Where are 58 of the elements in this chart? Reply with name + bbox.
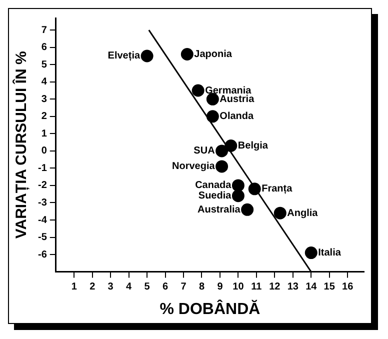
annotation: Olanda <box>220 111 254 122</box>
x-tick-label: 1 <box>71 282 78 293</box>
x-tick-label: 13 <box>287 282 299 293</box>
x-tick-label: 7 <box>180 282 187 293</box>
y-axis-title: VARIAȚIA CURSULUI ÎN % <box>12 51 30 239</box>
point <box>216 144 228 158</box>
x-tick-label: 9 <box>217 282 224 293</box>
x-tick-label: 8 <box>198 282 205 293</box>
y-tick-label: -3 <box>38 197 48 208</box>
x-axis-title: % DOBÂNDĂ <box>160 298 261 318</box>
y-tick-label: 4 <box>41 76 48 88</box>
y-tick-label: 0 <box>41 146 48 157</box>
y-tick-label: -2 <box>38 180 48 192</box>
y-tick-label: -6 <box>38 249 48 260</box>
x-tick-label: 3 <box>108 282 114 293</box>
annotation: Suedia <box>198 190 232 202</box>
x-tick-label: 11 <box>251 282 262 293</box>
y-tick-label: 1 <box>41 128 48 140</box>
y-tick-label: 3 <box>41 94 48 105</box>
x-tick-label: 16 <box>342 282 354 293</box>
point <box>180 48 194 61</box>
x-tick-label: 15 <box>324 282 336 293</box>
y-tick-label: 5 <box>41 59 48 70</box>
annotation: Italia <box>318 248 342 259</box>
annotation: Norvegia <box>172 161 216 172</box>
x-tick-label: 6 <box>162 282 168 293</box>
point <box>232 179 244 192</box>
y-tick-label: 2 <box>41 111 48 122</box>
point <box>192 84 204 97</box>
point <box>248 182 261 196</box>
annotation: Anglia <box>287 208 318 219</box>
annotation: Belgia <box>238 140 268 152</box>
x-tick-label: 10 <box>232 282 244 293</box>
point <box>241 203 254 216</box>
annotation: Australia <box>198 204 241 216</box>
annotation: Franța <box>262 184 293 195</box>
y-tick-label: -5 <box>38 232 48 244</box>
annotation: Canada <box>195 180 232 192</box>
y-tick-label: 6 <box>41 42 48 54</box>
x-tick-label: 14 <box>306 282 318 293</box>
point <box>274 206 286 220</box>
annotation: Austria <box>220 94 255 105</box>
y-tick-label: -1 <box>38 162 48 174</box>
point <box>232 190 244 202</box>
point <box>304 246 318 260</box>
x-tick-label: 2 <box>90 282 96 293</box>
point <box>206 110 219 123</box>
y-tick-label: 7 <box>41 24 48 36</box>
annotation: Japonia <box>194 49 232 60</box>
x-tick-label: 4 <box>126 282 132 293</box>
point <box>216 160 228 173</box>
annotation: SUA <box>194 146 215 157</box>
point <box>224 140 238 152</box>
x-tick-label: 5 <box>144 282 150 293</box>
y-tick-label: -4 <box>38 214 48 226</box>
annotation: Elveția <box>108 50 140 62</box>
point <box>140 50 154 62</box>
x-tick-label: 12 <box>269 282 281 293</box>
